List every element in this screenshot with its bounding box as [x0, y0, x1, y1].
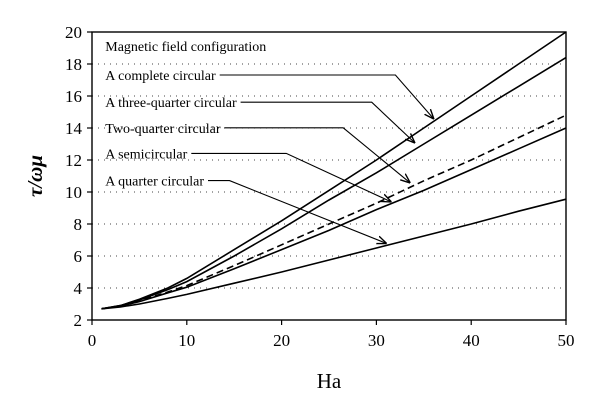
y-tick-label: 6 [74, 247, 83, 266]
y-tick-label: 2 [74, 311, 83, 330]
arrow-leader-3 [224, 127, 410, 183]
series-line-5 [101, 198, 567, 310]
y-axis-title: τ/ωμ [23, 155, 47, 197]
x-tick-label: 30 [368, 331, 385, 350]
series-label-2: A three-quarter circular [105, 96, 237, 111]
x-tick-label: 20 [273, 331, 290, 350]
legend-title: Magnetic field configuration [105, 40, 266, 55]
x-tick-label: 10 [178, 331, 195, 350]
x-tick-label: 40 [463, 331, 480, 350]
series-label-1: A complete circular [105, 69, 216, 84]
series-lines [101, 31, 567, 310]
x-axis-title: Ha [317, 369, 342, 393]
series-line-4 [101, 127, 567, 310]
y-tick-label: 16 [65, 87, 82, 106]
y-tick-label: 20 [65, 23, 82, 42]
x-tick-label: 0 [88, 331, 97, 350]
series-label-3: Two-quarter circular [105, 122, 221, 137]
arrow-leader-4 [191, 152, 390, 201]
arrow-leader-5 [208, 180, 386, 244]
series-label-5: A quarter circular [105, 175, 204, 190]
series-label-4: A semicircular [105, 147, 187, 162]
arrow-leader-1 [219, 74, 434, 118]
y-tick-label: 8 [74, 215, 83, 234]
legend-annotations: A complete circular A three-quarter circu… [105, 69, 433, 243]
y-tick-label: 12 [65, 151, 82, 170]
y-tick-label: 14 [65, 119, 83, 138]
plot-frame [91, 31, 567, 321]
series-line-3 [101, 114, 567, 310]
x-tick-label: 50 [558, 331, 575, 350]
y-tick-label: 4 [74, 279, 83, 298]
y-tick-label: 10 [65, 183, 82, 202]
axes: 2 4 6 8 10 12 14 16 18 20 0 10 20 30 40 50 [65, 23, 575, 350]
arrow-leader-2 [240, 101, 415, 142]
y-tick-label: 18 [65, 55, 82, 74]
